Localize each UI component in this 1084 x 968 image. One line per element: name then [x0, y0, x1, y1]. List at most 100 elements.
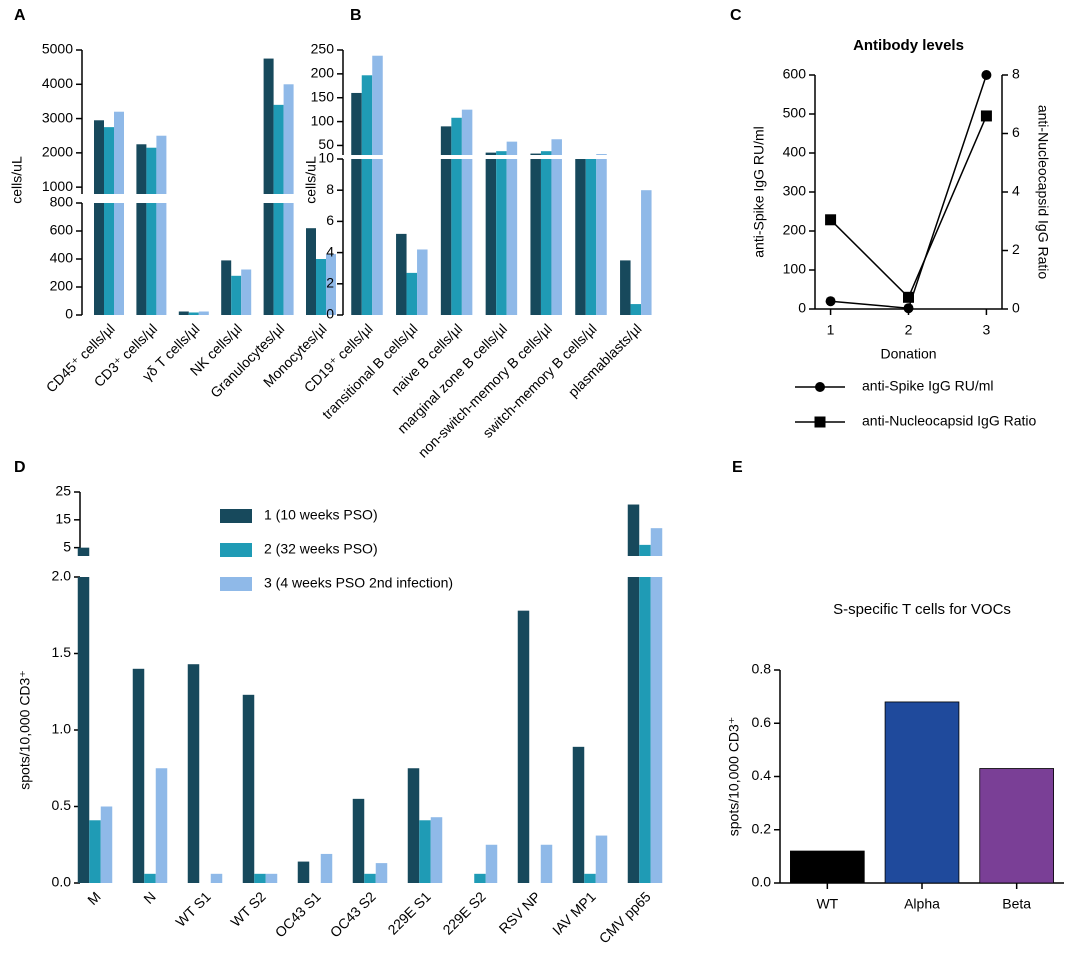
bar [352, 798, 365, 883]
x-tick-label: OC43 S2 [327, 888, 379, 940]
bar [104, 127, 114, 194]
bar [496, 151, 507, 155]
bar [100, 806, 113, 883]
bar [156, 203, 167, 315]
bar [320, 853, 333, 883]
legend-swatch [220, 543, 252, 557]
bar [273, 203, 284, 315]
x-tick-label: N [140, 888, 158, 906]
y-tick-label: 1.0 [52, 721, 72, 737]
bar [132, 668, 145, 883]
bar [406, 272, 418, 315]
bar [188, 312, 199, 315]
bar [241, 269, 252, 315]
bar [396, 233, 407, 315]
bar [242, 694, 255, 883]
legend-swatch [220, 509, 252, 523]
bar [89, 820, 101, 883]
bar [326, 254, 336, 315]
x-tick-label: M [84, 888, 104, 908]
bar [461, 159, 473, 315]
bar [627, 504, 640, 556]
bar [506, 159, 518, 315]
bar [627, 577, 640, 883]
bar [361, 75, 373, 155]
bar [77, 547, 90, 556]
bar [496, 159, 507, 315]
marker [825, 214, 837, 226]
y-tick-label: 200 [50, 278, 74, 294]
bar [263, 203, 274, 315]
bar [540, 844, 553, 883]
y-tick-label: 2000 [42, 144, 73, 160]
panel-label: D [14, 459, 26, 476]
y-tick-label: 400 [50, 250, 74, 266]
bar [351, 92, 362, 155]
bar [790, 850, 865, 884]
bar [375, 863, 388, 883]
bar [263, 58, 274, 195]
y2-tick-label: 4 [1012, 183, 1020, 199]
bar [114, 203, 124, 315]
bar [198, 311, 209, 315]
bar [306, 228, 316, 315]
marker [981, 70, 992, 80]
legend-label: 1 (10 weeks PSO) [264, 507, 378, 523]
bar [231, 275, 242, 315]
bar [551, 159, 562, 315]
bar [620, 260, 631, 315]
x-axis-label: Donation [880, 346, 936, 362]
x-tick-label: IAV MP1 [549, 888, 599, 938]
bar [630, 304, 642, 315]
x-tick-label: 1 [827, 322, 835, 338]
bar [650, 528, 663, 556]
bar [641, 190, 652, 315]
bar [283, 84, 294, 194]
x-tick-label: 229E S2 [439, 888, 488, 937]
bar [575, 159, 586, 315]
legend-label: anti-Spike IgG RU/ml [862, 378, 993, 394]
y-tick-label: 0.5 [52, 797, 72, 813]
bar [451, 117, 462, 155]
y-tick-label: 4000 [42, 75, 73, 91]
bar [884, 701, 960, 884]
bar [595, 835, 608, 883]
bar [254, 873, 266, 883]
y-axis-label: cells/uL [303, 156, 319, 204]
y-tick-label: 0 [65, 306, 73, 322]
y-tick-label: 100 [311, 112, 335, 128]
y-axis-label: cells/uL [9, 156, 25, 204]
y-tick-label: 600 [783, 66, 807, 82]
y-tick-label: 500 [783, 105, 807, 121]
y-tick-label: 400 [783, 144, 807, 160]
panel-label: C [730, 7, 742, 24]
y-tick-label: 1000 [42, 178, 73, 194]
legend-marker [815, 382, 825, 392]
bar [297, 861, 310, 883]
y-tick-label: 1.5 [52, 644, 72, 660]
x-tick-label: WT [816, 896, 838, 912]
panel-label: A [14, 7, 26, 24]
chart-title: S-specific T cells for VOCs [833, 601, 1011, 618]
bar [155, 768, 168, 883]
y-tick-label: 0 [326, 306, 334, 322]
y-tick-label: 10 [318, 150, 334, 166]
series-line [830, 74, 988, 310]
y-tick-label: 0.2 [752, 820, 772, 836]
bar [430, 817, 443, 883]
chart-title: Antibody levels [853, 37, 964, 54]
y-tick-label: 150 [311, 88, 335, 104]
bar [364, 873, 376, 883]
bar [485, 844, 498, 883]
y2-tick-label: 6 [1012, 124, 1020, 140]
legend-swatch [220, 577, 252, 591]
y-tick-label: 200 [783, 222, 807, 238]
x-tick-label: Beta [1002, 896, 1031, 912]
bar [572, 746, 585, 883]
bar [530, 159, 541, 315]
bar [540, 151, 552, 155]
bar [372, 55, 383, 155]
bar [596, 154, 607, 155]
x-tick-label: 3 [983, 322, 991, 338]
